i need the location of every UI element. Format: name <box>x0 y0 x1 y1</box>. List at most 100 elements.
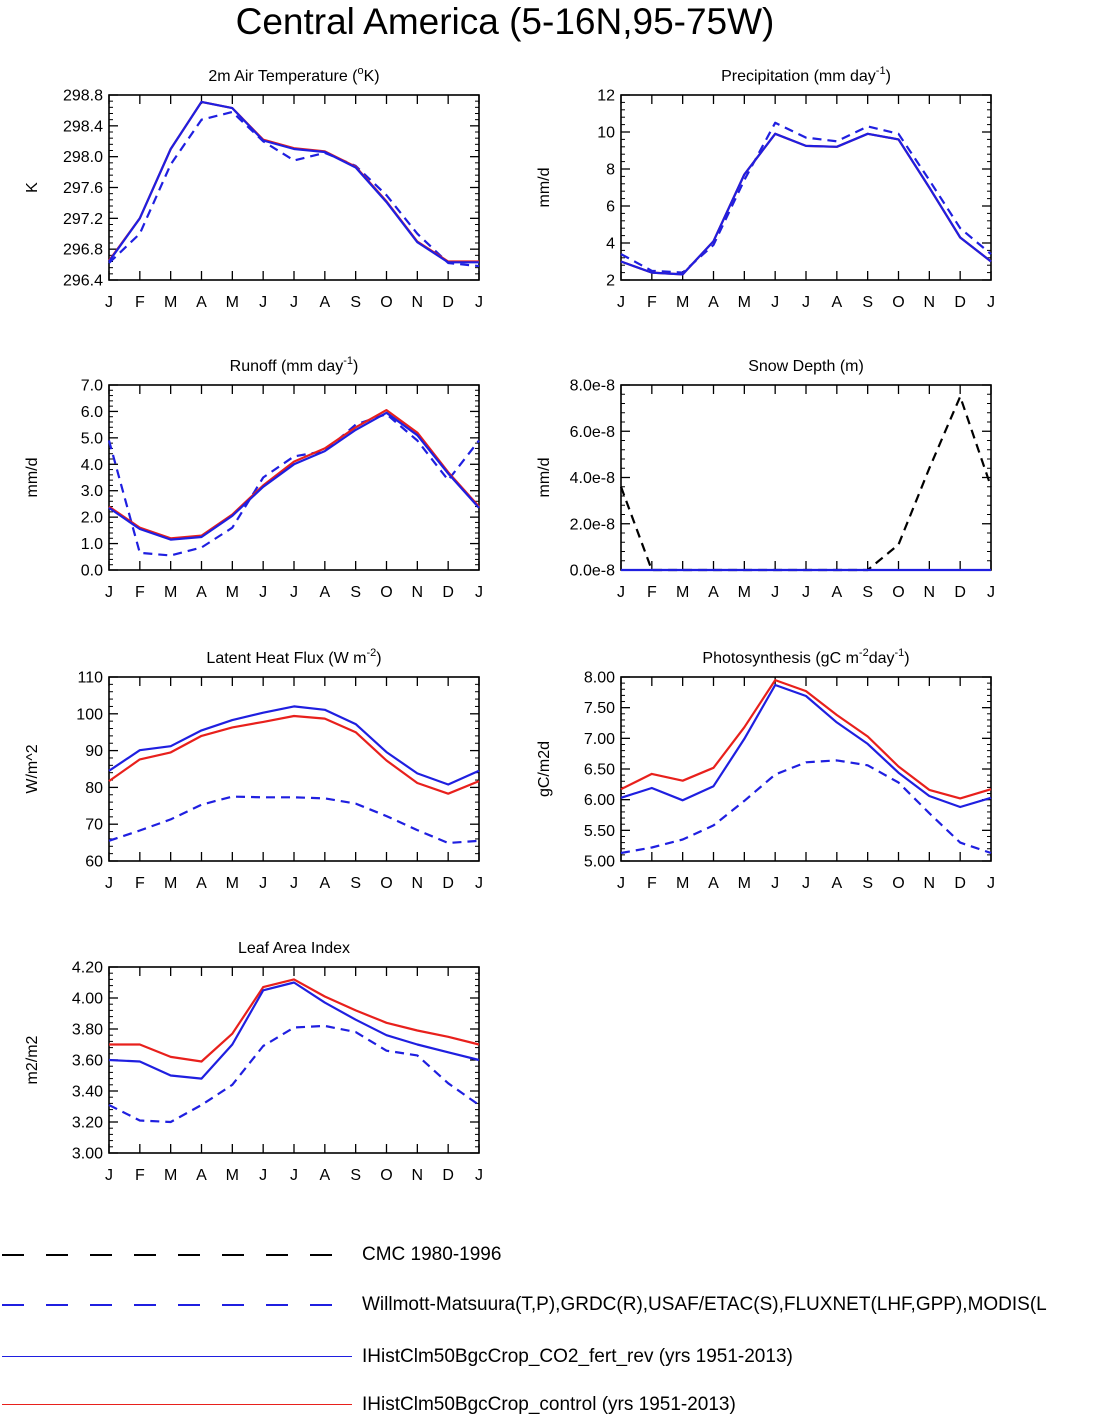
x-tick-label: J <box>771 294 779 311</box>
x-tick-label: A <box>319 1167 330 1184</box>
series-observations <box>620 759 992 855</box>
x-tick-label: N <box>924 584 936 601</box>
x-tick-label: J <box>105 875 113 892</box>
x-tick-label: J <box>259 294 267 311</box>
x-tick-label: J <box>105 294 113 311</box>
x-tick-label: J <box>802 875 810 892</box>
x-tick-label: M <box>226 584 239 601</box>
panel-2m-air-temperature: 2m Air Temperature (o​K) K 296.4 296.8 297.2… <box>24 65 483 311</box>
series-control <box>108 409 480 540</box>
series-co2-fert <box>108 705 480 786</box>
x-tick-label: O <box>892 875 904 892</box>
y-tick-label: 70 <box>85 817 103 834</box>
x-tick-label: S <box>862 875 873 892</box>
x-tick-label: J <box>105 1167 113 1184</box>
y-tick-label: 298.8 <box>63 88 103 105</box>
panel-title: Precipitation (mm day-1​) <box>721 65 891 85</box>
x-tick-label: S <box>862 294 873 311</box>
x-tick-label: J <box>475 584 483 601</box>
x-tick-label: A <box>708 294 719 311</box>
y-tick-label: 297.6 <box>63 180 103 197</box>
x-tick-label: J <box>475 1167 483 1184</box>
x-tick-label: M <box>676 294 689 311</box>
x-tick-label: F <box>135 584 145 601</box>
y-tick-label: 6.50 <box>584 762 615 779</box>
y-tick-label: 0.0e-8 <box>570 563 615 580</box>
x-tick-label: M <box>226 875 239 892</box>
plot-frame <box>108 384 480 571</box>
x-tick-label: M <box>226 1167 239 1184</box>
panel-snow-depth: Snow Depth (m) mm/d 0.0e-8 2.0e-8 4.0e-8 6.0e… <box>536 358 995 601</box>
panel-runoff: Runoff (mm day-1​) mm/d 0.0 1.0 2.0 3.0 4.0 5.0… <box>24 355 483 601</box>
x-tick-label: N <box>412 875 424 892</box>
x-tick-label: O <box>380 584 392 601</box>
y-tick-label: 2.0e-8 <box>570 516 615 533</box>
x-tick-label: J <box>987 584 995 601</box>
legend-label-observations: Willmott-Matsuura(T,P),GRDC(R),USAF/ETAC… <box>362 1294 1047 1315</box>
legend-label-control: IHistClm50BgcCrop_control (yrs 1951-2013… <box>362 1394 736 1415</box>
y-axis-label: mm/d <box>536 168 553 208</box>
y-axis-label: W/m^2 <box>24 744 41 793</box>
x-tick-label: A <box>319 584 330 601</box>
y-tick-label: 6.0 <box>81 404 103 421</box>
legend-item-co2-fert: IHistClm50BgcCrop_CO2_fert_rev (yrs 1951… <box>0 1342 1117 1372</box>
x-tick-label: J <box>617 875 625 892</box>
x-tick-label: O <box>892 294 904 311</box>
y-tick-label: 4.0e-8 <box>570 470 615 487</box>
x-tick-label: O <box>380 875 392 892</box>
panel-photosynthesis: Photosynthesis (gC m-2​day-1​) gC/m2d 5.00… <box>536 647 995 892</box>
y-tick-label: 12 <box>597 88 615 105</box>
x-tick-label: J <box>987 875 995 892</box>
series-observations <box>620 121 992 274</box>
x-tick-label: M <box>164 875 177 892</box>
legend-item-observations: Willmott-Matsuura(T,P),GRDC(R),USAF/ETAC… <box>0 1290 1117 1320</box>
plot-frame <box>620 384 992 571</box>
x-tick-label: M <box>738 294 751 311</box>
x-tick-label: A <box>319 875 330 892</box>
y-tick-label: 100 <box>76 706 103 723</box>
x-tick-label: D <box>954 875 966 892</box>
x-tick-label: A <box>319 294 330 311</box>
y-tick-label: 7.0 <box>81 378 103 395</box>
plot-frame <box>108 94 480 281</box>
x-tick-label: D <box>442 875 454 892</box>
y-tick-label: 90 <box>85 743 103 760</box>
x-tick-label: A <box>196 875 207 892</box>
x-tick-label: S <box>350 584 361 601</box>
panel-leaf-area-index: Leaf Area Index m2/m2 3.00 3.20 3.40 3.60 3.80… <box>24 940 483 1184</box>
x-tick-label: N <box>412 584 424 601</box>
x-tick-label: J <box>259 1167 267 1184</box>
y-tick-label: 3.0 <box>81 483 103 500</box>
y-tick-label: 1.0 <box>81 536 103 553</box>
series-control <box>108 714 480 795</box>
y-tick-label: 2 <box>606 273 615 290</box>
y-axis-label: mm/d <box>24 458 41 498</box>
x-tick-label: A <box>196 584 207 601</box>
plot-frame <box>108 676 480 862</box>
x-tick-label: J <box>771 584 779 601</box>
x-tick-label: M <box>676 875 689 892</box>
y-tick-label: 8 <box>606 162 615 179</box>
x-tick-label: J <box>617 584 625 601</box>
x-tick-label: N <box>412 294 424 311</box>
x-tick-label: M <box>226 294 239 311</box>
series-cmc <box>619 395 993 572</box>
legend-item-cmc: CMC 1980-1996 <box>0 1240 1117 1270</box>
legend: CMC 1980-1996 Willmott-Matsuura(T,P),GRD… <box>0 1230 1117 1415</box>
y-tick-label: 4 <box>606 236 615 253</box>
y-tick-label: 5.00 <box>584 854 615 871</box>
series-co2-fert <box>620 132 992 276</box>
y-tick-label: 8.0e-8 <box>570 378 615 395</box>
x-tick-label: A <box>196 1167 207 1184</box>
x-tick-label: J <box>259 584 267 601</box>
legend-line-co2-fert <box>2 1356 352 1357</box>
x-tick-label: A <box>708 584 719 601</box>
panel-title: Leaf Area Index <box>238 940 350 957</box>
y-tick-label: 3.80 <box>72 1022 103 1039</box>
legend-label-cmc: CMC 1980-1996 <box>362 1244 502 1265</box>
panel-title: 2m Air Temperature (o​K) <box>208 65 379 85</box>
y-tick-label: 298.0 <box>63 149 103 166</box>
x-tick-label: J <box>802 294 810 311</box>
x-tick-label: A <box>708 875 719 892</box>
y-tick-label: 3.00 <box>72 1146 103 1163</box>
